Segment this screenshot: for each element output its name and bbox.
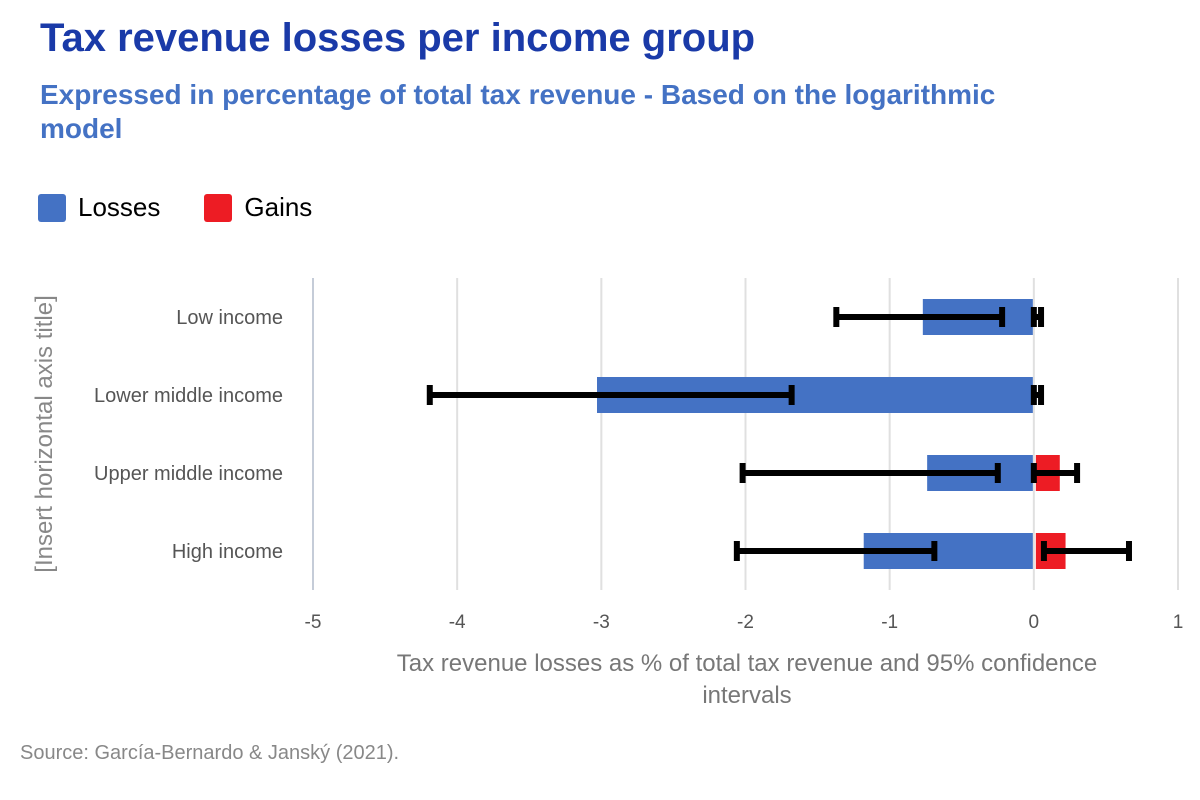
y-category-label: High income [172, 541, 283, 563]
y-axis-title: [Insert horizontal axis title] [31, 295, 58, 572]
x-tick-label: -3 [593, 612, 610, 633]
x-tick-label: -2 [737, 612, 754, 633]
x-tick-label: 1 [1173, 612, 1184, 633]
chart-title: Tax revenue losses per income group [40, 16, 756, 60]
y-category-label: Upper middle income [94, 463, 283, 485]
source-note: Source: García-Bernardo & Janský (2021). [20, 742, 400, 764]
y-category-label: Lower middle income [94, 385, 283, 407]
legend-item-gains: Gains [204, 192, 312, 223]
x-axis-title-line2: intervals [702, 682, 791, 709]
x-tick-label: -1 [881, 612, 898, 633]
x-tick-label: -4 [449, 612, 466, 633]
legend-item-losses: Losses [38, 192, 160, 223]
x-tick-label: 0 [1029, 612, 1040, 633]
legend: Losses Gains [38, 192, 312, 223]
legend-swatch-losses [38, 193, 66, 222]
x-axis-title-line1: Tax revenue losses as % of total tax rev… [397, 650, 1097, 677]
legend-swatch-gains [204, 193, 233, 222]
legend-label-gains: Gains [244, 192, 313, 222]
y-category-label: Low income [176, 307, 283, 329]
legend-label-losses: Losses [78, 192, 161, 222]
x-tick-label: -5 [305, 612, 322, 633]
chart-subtitle: Expressed in percentage of total tax rev… [40, 79, 996, 144]
